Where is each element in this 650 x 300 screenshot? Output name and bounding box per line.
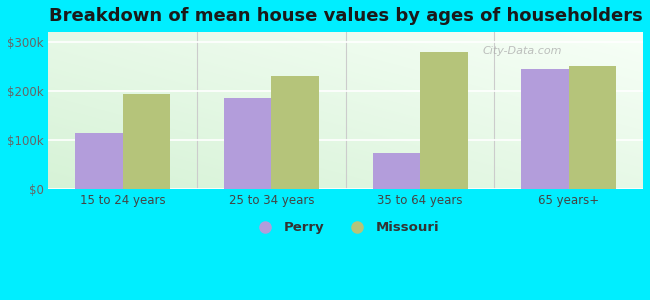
Text: City-Data.com: City-Data.com [482, 46, 562, 56]
Bar [372, 153, 420, 190]
Bar [420, 52, 467, 190]
Legend: Perry, Missouri: Perry, Missouri [247, 216, 445, 240]
Bar [272, 76, 319, 190]
Bar [224, 98, 272, 190]
Bar [521, 69, 569, 190]
Bar [123, 94, 170, 190]
Title: Breakdown of mean house values by ages of householders: Breakdown of mean house values by ages o… [49, 7, 643, 25]
Bar [75, 133, 123, 190]
Bar [569, 67, 616, 190]
